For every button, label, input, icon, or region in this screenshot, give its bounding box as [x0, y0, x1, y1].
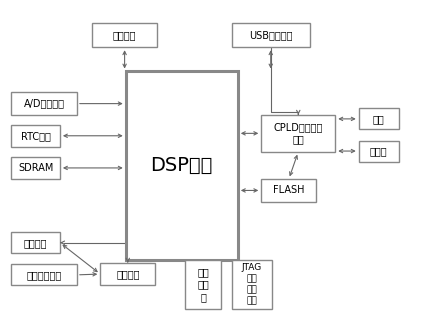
Text: JTAG
测试
接口
电路: JTAG 测试 接口 电路 — [241, 263, 262, 306]
Bar — [261, 179, 316, 202]
Text: 键盘: 键盘 — [373, 114, 385, 124]
Text: 电压检测模块: 电压检测模块 — [26, 270, 62, 280]
Bar — [11, 265, 77, 285]
Bar — [11, 124, 60, 147]
Bar — [359, 109, 399, 129]
Text: CPLD外部时钟
电路: CPLD外部时钟 电路 — [274, 122, 323, 145]
Bar — [100, 263, 155, 285]
Text: USB接口模块: USB接口模块 — [249, 30, 292, 40]
Text: 复位电路: 复位电路 — [113, 30, 136, 40]
Bar — [11, 92, 77, 115]
Bar — [185, 260, 221, 309]
Text: FLASH: FLASH — [273, 185, 304, 195]
Text: A/D转换模块: A/D转换模块 — [24, 99, 65, 109]
Bar — [232, 23, 310, 47]
Text: 电源电路: 电源电路 — [116, 269, 139, 279]
Text: 显示屏: 显示屏 — [370, 146, 388, 156]
Text: DSP芯片: DSP芯片 — [150, 156, 213, 175]
Bar — [11, 232, 60, 253]
Text: 法拉电容: 法拉电容 — [24, 238, 48, 248]
Text: SDRAM: SDRAM — [18, 163, 53, 173]
Bar — [92, 23, 157, 47]
Bar — [126, 71, 238, 260]
Text: RTC芯片: RTC芯片 — [21, 131, 51, 141]
Bar — [261, 115, 335, 152]
Text: 看门
狗电
路: 看门 狗电 路 — [197, 267, 209, 302]
Bar — [11, 157, 60, 179]
Bar — [359, 141, 399, 162]
Bar — [232, 260, 272, 309]
